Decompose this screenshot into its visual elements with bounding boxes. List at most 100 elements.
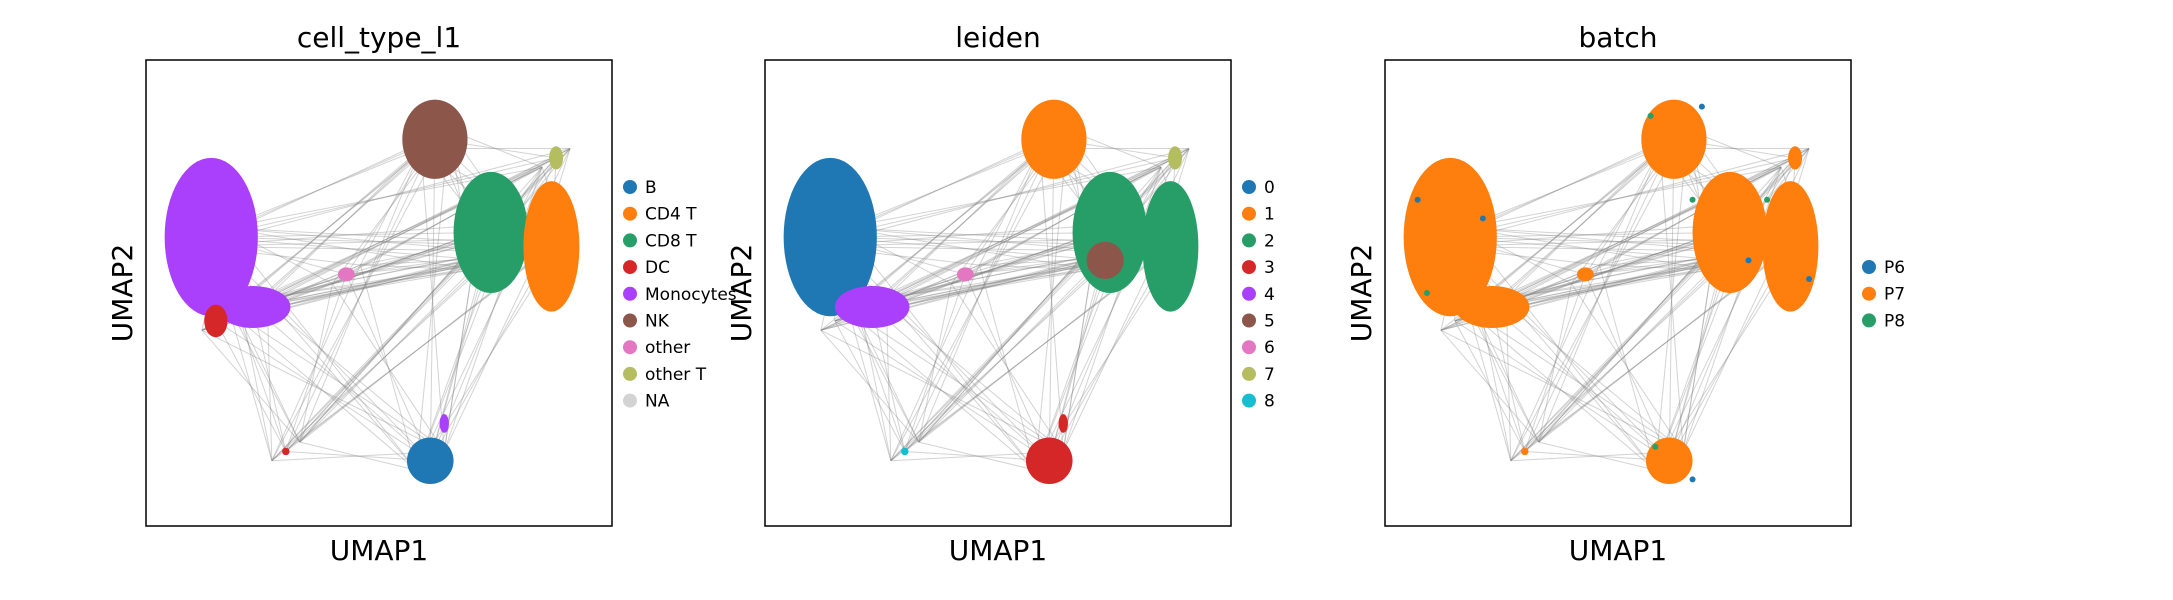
graph-edge [225, 227, 477, 243]
legend-label: P6 [1884, 258, 1905, 278]
graph-edge [871, 138, 1055, 308]
plot-frame [1384, 59, 1852, 527]
graph-edge [271, 236, 566, 462]
legend-marker [623, 260, 637, 275]
cluster-nk2 [1086, 241, 1124, 280]
graph-edge [1492, 259, 1726, 308]
graph-edge [1510, 264, 1600, 461]
graph-edge [843, 227, 1036, 471]
legend-label: 8 [1264, 392, 1275, 412]
graph-edge [285, 260, 487, 452]
graph-edge [252, 306, 287, 452]
cluster-dc [204, 304, 228, 338]
graph-edge [1505, 297, 1656, 471]
graph-edge [299, 148, 422, 443]
graph-edge [346, 157, 557, 275]
graph-edge [1510, 236, 1805, 462]
graph-edge [978, 264, 1036, 471]
graph-edge [266, 297, 417, 471]
graph-edge [271, 250, 501, 462]
graph-edge [918, 241, 1097, 443]
graph-edge [1491, 306, 1526, 452]
graph-edge [1584, 274, 1670, 461]
graph-edge [979, 264, 1092, 271]
legend-label: NK [645, 312, 670, 332]
graph-edge [890, 236, 1185, 462]
batch-speckle [1745, 257, 1752, 264]
graph-edge [885, 297, 1036, 471]
cluster-left [1403, 157, 1497, 317]
legend-label: P8 [1884, 311, 1905, 331]
graph-edge [1464, 227, 1712, 271]
legend-label: CD8 T [645, 231, 697, 251]
cluster-midG [1692, 171, 1768, 293]
graph-edge [238, 148, 571, 317]
graph-edge [415, 129, 450, 471]
graph-edge [266, 148, 422, 299]
graph-edge [1524, 260, 1726, 452]
cluster-bTiny [439, 414, 449, 433]
cluster-bottom [1025, 437, 1073, 485]
legend-label: CD4 T [645, 205, 697, 225]
graph-edge [885, 148, 1041, 299]
graph-edge [1468, 311, 1512, 461]
plot-frame [145, 59, 613, 527]
legend-marker [1242, 286, 1256, 301]
y-axis-label: UMAP2 [106, 244, 139, 343]
graph-edge [1538, 148, 1661, 443]
cell-clusters [783, 99, 1199, 485]
x-axis-label: UMAP1 [1569, 534, 1668, 567]
legend-label: 3 [1264, 258, 1275, 278]
cluster-rSmall [1788, 146, 1803, 170]
graph-edge [420, 148, 445, 452]
legend: 0 1 2 3 4 5 6 7 8 [1242, 178, 1275, 412]
graph-edge [844, 227, 1092, 271]
legend-marker [623, 233, 637, 248]
graph-edge [904, 260, 1106, 452]
graph-edge [1524, 232, 1731, 452]
graph-edge [1477, 148, 1810, 317]
graph-edge [1450, 157, 1796, 238]
legend-marker [1242, 393, 1256, 408]
graph-edge [429, 139, 436, 461]
legend-label: other T [645, 365, 707, 385]
cluster-far [282, 447, 290, 456]
graph-edge [215, 320, 431, 462]
legend-marker [1862, 260, 1876, 274]
graph-edge [253, 231, 491, 308]
batch-speckle [1806, 276, 1813, 283]
graph-edge [1668, 139, 1675, 461]
plot-frame [764, 59, 1232, 527]
graph-edge [918, 283, 952, 443]
batch-speckle [1698, 103, 1705, 110]
graph-edge [1491, 306, 1670, 462]
graph-edge [1654, 129, 1689, 471]
graph-edge [816, 148, 1190, 247]
cell-clusters [1403, 99, 1819, 485]
batch-speckle [1479, 215, 1486, 222]
graph-edge [197, 148, 571, 247]
panel-title: batch [1578, 21, 1657, 54]
cluster-mid [956, 267, 974, 282]
batch-speckle [1689, 196, 1696, 203]
graph-edge [904, 450, 1050, 462]
graph-edge [918, 148, 1041, 443]
panel-title: cell_type_l1 [297, 21, 461, 54]
legend-label: 5 [1264, 312, 1275, 332]
graph-edge [345, 274, 431, 461]
graph-edge [271, 264, 361, 461]
graph-edge [886, 269, 1092, 299]
legend-marker [1242, 206, 1256, 221]
graph-edge [872, 259, 1106, 308]
cluster-rSmall [1168, 146, 1183, 170]
legend-marker [1862, 286, 1876, 301]
graph-edge [285, 232, 492, 452]
legend-label: 7 [1264, 365, 1275, 385]
graph-edge [830, 231, 1110, 238]
legend: B CD4 T CD8 T DC Monocytes NK other other T NA [623, 178, 737, 412]
legend-marker [623, 340, 637, 355]
graph-edge [1062, 269, 1092, 452]
legend-marker [1242, 260, 1256, 275]
panel-leiden: leiden UMAP1 UMAP2 0 1 2 3 4 5 6 7 8 [725, 21, 1275, 567]
